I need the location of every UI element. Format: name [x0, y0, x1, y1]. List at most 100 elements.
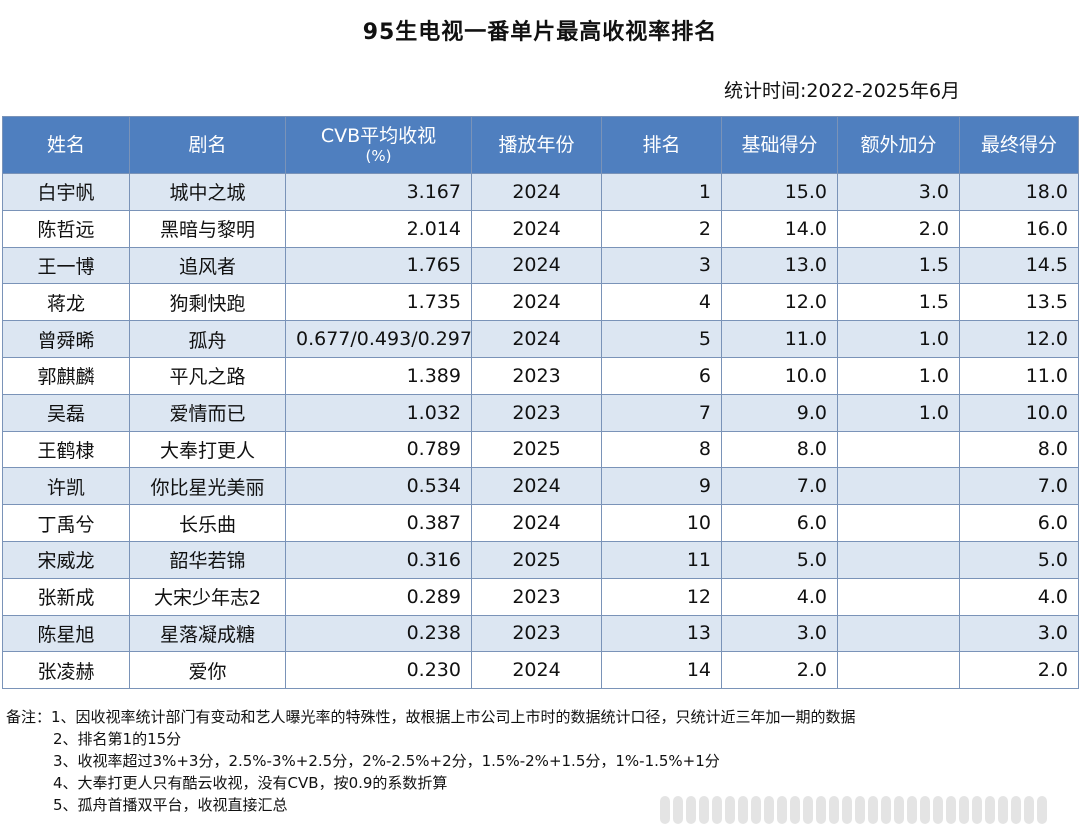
cell-base: 5.0: [721, 540, 838, 579]
cell-extra: [837, 614, 960, 653]
header-cvb: CVB平均收视 (%): [285, 116, 472, 174]
header-rank: 排名: [601, 116, 722, 174]
cell-drama: 黑暗与黎明: [129, 209, 286, 248]
cell-name: 张新成: [2, 577, 130, 616]
cell-extra: [837, 430, 960, 469]
cell-year: 2024: [471, 504, 602, 542]
cell-base: 4.0: [721, 577, 838, 616]
cell-year: 2024: [471, 283, 602, 322]
cell-rank: 11: [601, 540, 722, 579]
page-title: 95生电视一番单片最高收视率排名: [362, 20, 718, 45]
header-year: 播放年份: [471, 116, 602, 174]
cell-extra: 1.5: [837, 246, 960, 285]
cell-drama: 城中之城: [129, 173, 286, 211]
header-cvb-label: CVB平均收视: [320, 125, 437, 147]
cell-name: 王鹤棣: [2, 430, 130, 469]
cell-cvb: 1.735: [285, 283, 472, 322]
cell-name: 郭麒麟: [2, 356, 130, 395]
cell-cvb: 1.032: [285, 393, 472, 432]
cell-year: 2024: [471, 467, 602, 506]
cell-cvb: 1.389: [285, 356, 472, 395]
cell-rank: 5: [601, 320, 722, 358]
cell-cvb: 1.765: [285, 246, 472, 285]
cell-drama: 长乐曲: [129, 504, 286, 542]
table-row: 丁禹兮 长乐曲 0.387 2024 10 6.0 6.0: [2, 504, 1079, 542]
cell-rank: 9: [601, 467, 722, 506]
cell-year: 2023: [471, 356, 602, 395]
cell-final: 7.0: [959, 467, 1079, 506]
cell-year: 2023: [471, 393, 602, 432]
cell-name: 丁禹兮: [2, 504, 130, 542]
cell-drama: 狗剩快跑: [129, 283, 286, 322]
cell-base: 13.0: [721, 246, 838, 285]
table-row: 陈哲远 黑暗与黎明 2.014 2024 2 14.0 2.0 16.0: [2, 209, 1079, 248]
cell-cvb: 0.534: [285, 467, 472, 506]
cell-drama: 孤舟: [129, 320, 286, 358]
cell-cvb: 0.316: [285, 540, 472, 579]
cell-rank: 8: [601, 430, 722, 469]
cell-year: 2024: [471, 209, 602, 248]
cell-name: 白宇帆: [2, 173, 130, 211]
cell-rank: 14: [601, 651, 722, 690]
cell-final: 18.0: [959, 173, 1079, 211]
cell-final: 11.0: [959, 356, 1079, 395]
watermark: [660, 796, 1047, 824]
cell-drama: 大宋少年志2: [129, 577, 286, 616]
cell-base: 9.0: [721, 393, 838, 432]
cell-rank: 4: [601, 283, 722, 322]
cell-name: 吴磊: [2, 393, 130, 432]
cell-base: 15.0: [721, 173, 838, 211]
cell-year: 2024: [471, 246, 602, 285]
cell-cvb: 0.238: [285, 614, 472, 653]
cell-extra: [837, 651, 960, 690]
cell-rank: 10: [601, 504, 722, 542]
cell-final: 16.0: [959, 209, 1079, 248]
notes: 备注：1、因收视率统计部门有变动和艺人曝光率的特殊性，故根据上市公司上市时的数据…: [6, 706, 856, 816]
cell-cvb: 2.014: [285, 209, 472, 248]
cell-cvb: 0.387: [285, 504, 472, 542]
cell-name: 陈星旭: [2, 614, 130, 653]
cell-extra: 2.0: [837, 209, 960, 248]
cell-name: 张凌赫: [2, 651, 130, 690]
cell-cvb: 0.230: [285, 651, 472, 690]
table-row: 宋威龙 韶华若锦 0.316 2025 11 5.0 5.0: [2, 540, 1079, 579]
cell-drama: 你比星光美丽: [129, 467, 286, 506]
table-row: 王一博 追风者 1.765 2024 3 13.0 1.5 14.5: [2, 246, 1079, 285]
note-line-1: 备注：1、因收视率统计部门有变动和艺人曝光率的特殊性，故根据上市公司上市时的数据…: [6, 708, 856, 726]
header-base: 基础得分: [721, 116, 838, 174]
header-extra: 额外加分: [837, 116, 960, 174]
cell-name: 曾舜晞: [2, 320, 130, 358]
cell-extra: 1.5: [837, 283, 960, 322]
cell-base: 10.0: [721, 356, 838, 395]
table-row: 张新成 大宋少年志2 0.289 2023 12 4.0 4.0: [2, 577, 1079, 616]
cell-cvb: 0.789: [285, 430, 472, 469]
note-line-5: 5、孤舟首播双平台，收视直接汇总: [53, 796, 288, 814]
cell-cvb: 0.289: [285, 577, 472, 616]
cell-extra: 1.0: [837, 393, 960, 432]
stat-time: 统计时间:2022-2025年6月: [724, 80, 961, 102]
cell-extra: [837, 540, 960, 579]
cell-name: 陈哲远: [2, 209, 130, 248]
table-row: 蒋龙 狗剩快跑 1.735 2024 4 12.0 1.5 13.5: [2, 283, 1079, 322]
cell-base: 8.0: [721, 430, 838, 469]
cell-extra: 3.0: [837, 173, 960, 211]
header-final: 最终得分: [959, 116, 1079, 174]
cell-drama: 爱你: [129, 651, 286, 690]
table-row: 王鹤棣 大奉打更人 0.789 2025 8 8.0 8.0: [2, 430, 1079, 469]
cell-final: 13.5: [959, 283, 1079, 322]
cell-final: 5.0: [959, 540, 1079, 579]
table-row: 吴磊 爱情而已 1.032 2023 7 9.0 1.0 10.0: [2, 393, 1079, 432]
cell-extra: 1.0: [837, 356, 960, 395]
table-row: 陈星旭 星落凝成糖 0.238 2023 13 3.0 3.0: [2, 614, 1079, 653]
cell-rank: 7: [601, 393, 722, 432]
cell-base: 6.0: [721, 504, 838, 542]
cell-drama: 平凡之路: [129, 356, 286, 395]
cell-rank: 13: [601, 614, 722, 653]
cell-name: 蒋龙: [2, 283, 130, 322]
cell-year: 2024: [471, 173, 602, 211]
header-name: 姓名: [2, 116, 130, 174]
cell-final: 3.0: [959, 614, 1079, 653]
cell-base: 7.0: [721, 467, 838, 506]
cell-year: 2023: [471, 614, 602, 653]
cell-final: 4.0: [959, 577, 1079, 616]
